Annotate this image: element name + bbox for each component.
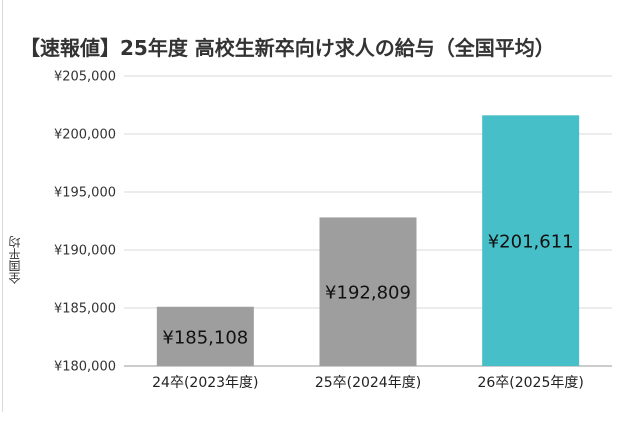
y-tick-labels: ¥180,000 ¥185,000 ¥190,000 ¥195,000 ¥200,000… [54, 70, 116, 375]
y-tick-label: ¥190,000 [54, 244, 116, 259]
y-tick-label: ¥195,000 [54, 186, 116, 201]
y-tick-label: ¥185,000 [54, 302, 116, 317]
left-border [2, 0, 3, 412]
bar-value-label: ¥201,611 [488, 232, 574, 253]
data-labels: ¥185,108 ¥192,809 ¥201,611 [162, 232, 573, 349]
bar-value-label: ¥192,809 [325, 283, 411, 304]
category-labels: 24卒(2023年度) 25卒(2024年度) 26卒(2025年度) [152, 375, 584, 391]
chart-title: 【速報値】25年度 高校生新卒向け求人の給与（全国平均） [20, 36, 555, 60]
x-category-label: 25卒(2024年度) [315, 375, 421, 391]
y-tick-label: ¥180,000 [54, 360, 116, 375]
bar-value-label: ¥185,108 [162, 327, 248, 348]
bar [156, 306, 254, 366]
x-category-label: 24卒(2023年度) [152, 375, 258, 391]
y-tick-label: ¥205,000 [54, 70, 116, 85]
bars [156, 115, 580, 366]
bar [482, 115, 580, 366]
y-tick-label: ¥200,000 [54, 128, 116, 143]
x-category-label: 26卒(2025年度) [477, 375, 583, 391]
bar [319, 217, 417, 366]
